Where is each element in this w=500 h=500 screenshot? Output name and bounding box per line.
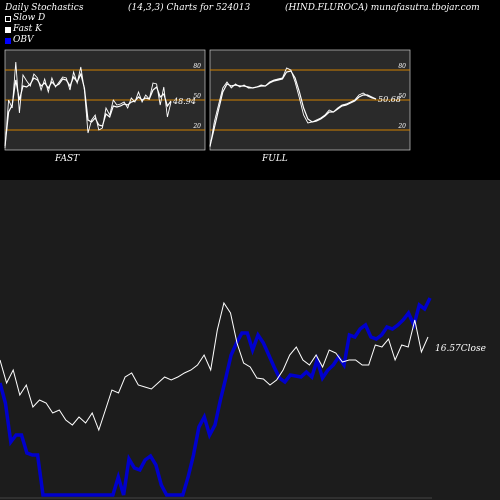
legend-item-slow-d: Slow D	[5, 13, 45, 24]
legend-label: Fast K	[13, 24, 42, 34]
y-tick-label: 80	[398, 63, 406, 70]
current-value-label: 50.68	[378, 95, 401, 104]
chart-title: Daily Stochastics	[5, 3, 84, 13]
legend-label: OBV	[13, 35, 34, 45]
full-d-line	[209, 70, 377, 147]
chart-symbol-site: (HIND.FLUROCA) munafasutra.tbojar.com	[285, 3, 480, 13]
slow-d-line	[4, 72, 172, 147]
obv-line	[0, 297, 432, 497]
y-tick-label: 20	[397, 123, 406, 130]
y-tick-label: 80	[193, 63, 201, 70]
y-tick-label: 50	[193, 93, 201, 100]
panel-label: FAST	[54, 154, 80, 164]
close-line	[0, 301, 429, 432]
close-value-label: 16.57Close	[435, 344, 486, 354]
y-tick-label: 50	[398, 93, 406, 100]
panel-label: FULL	[261, 154, 288, 164]
legend-label: Slow D	[13, 13, 46, 23]
legend-item-fast-k: Fast K	[5, 24, 45, 35]
chart-params: (14,3,3) Charts for 524013	[128, 3, 251, 13]
legend: Slow D Fast K OBV	[5, 13, 45, 46]
legend-item-obv: OBV	[5, 35, 45, 46]
current-value-label: 48.94	[172, 97, 196, 106]
fast-k-swatch-icon	[5, 26, 11, 33]
y-tick-label: 20	[192, 123, 201, 130]
slow-d-swatch-icon	[5, 15, 11, 22]
obv-swatch-icon	[5, 37, 11, 44]
